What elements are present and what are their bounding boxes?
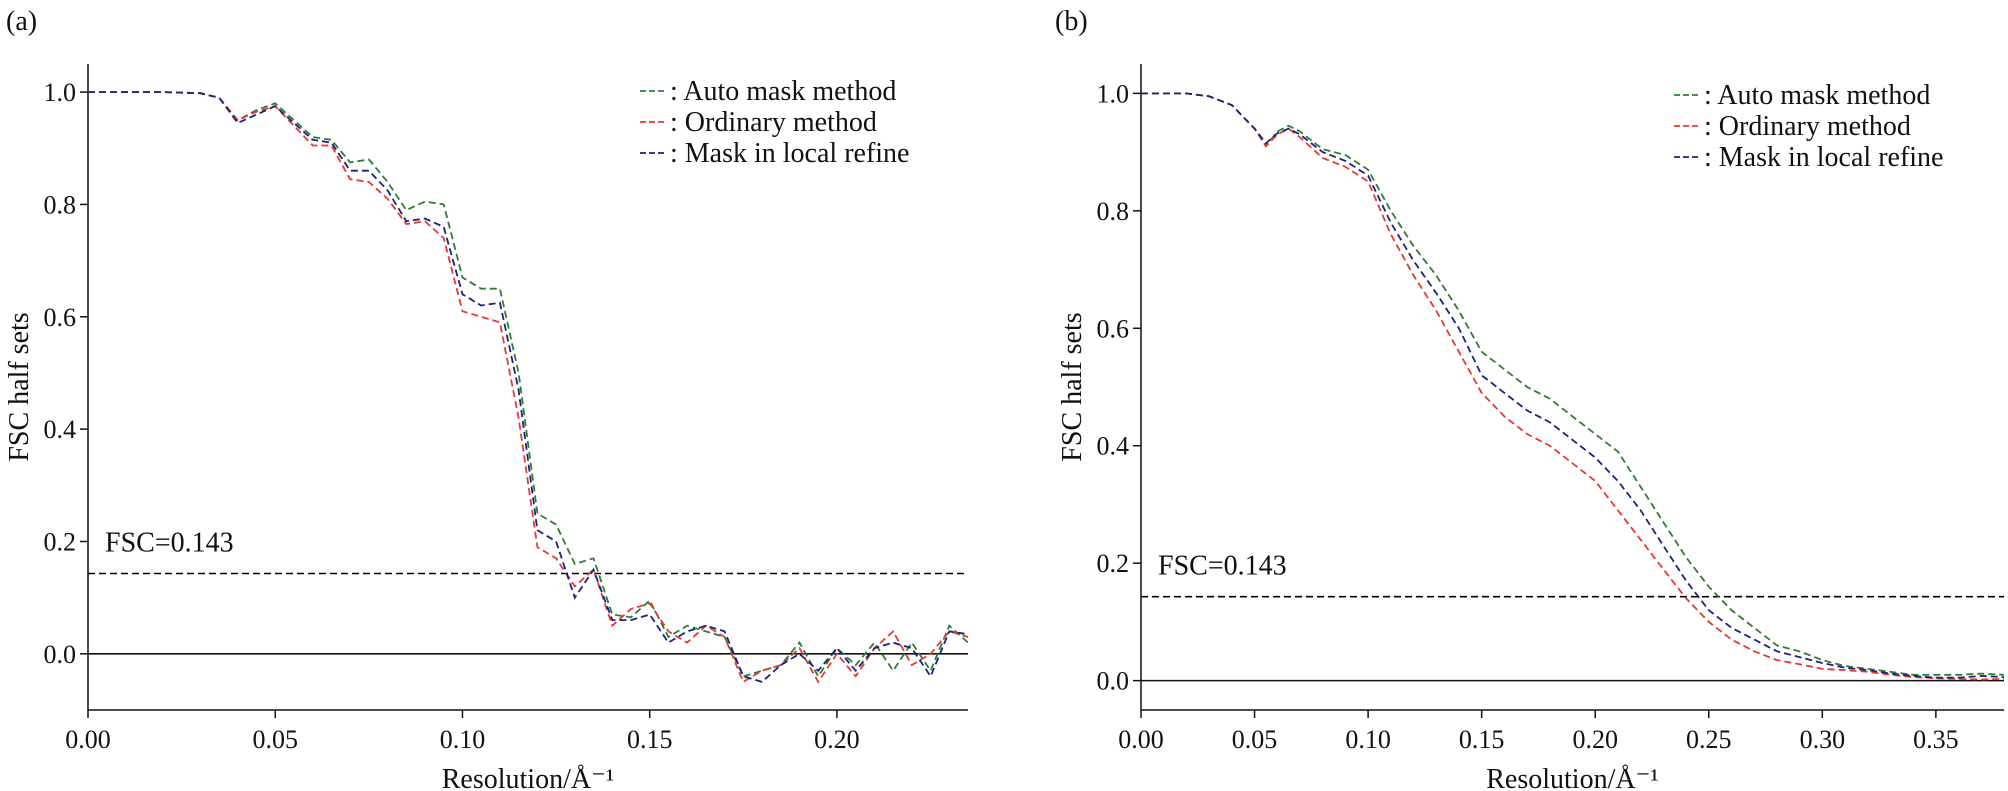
chart-panel-a: (a) 0.00 0.05 0.10 0.15 0.20 0.0 0.2 0.4 0.6 0.8 1.…	[4, 6, 969, 791]
y-tick-label: 0.0	[1097, 667, 1130, 696]
threshold-annotation: FSC=0.143	[105, 527, 234, 558]
x-tick-label: 0.15	[1459, 725, 1505, 754]
x-tick-label: 0.10	[440, 725, 486, 754]
y-tick-label: 0.4	[1097, 432, 1130, 461]
legend-label: : Mask in local refine	[1704, 142, 1943, 173]
y-tick-label: 1.0	[44, 78, 77, 107]
legend-label: : Mask in local refine	[670, 138, 909, 169]
legend-label: : Auto mask method	[670, 76, 896, 107]
x-tick-label: 0.35	[1913, 725, 1959, 754]
y-tick-label: 0.4	[44, 415, 77, 444]
x-axis-title: Resolution/Å⁻¹	[442, 764, 615, 791]
legend-label: : Auto mask method	[1704, 80, 1930, 111]
x-tick-label: 0.05	[1232, 725, 1278, 754]
series-line	[88, 91, 969, 679]
panel-label: (a)	[6, 6, 37, 37]
x-tick-label: 0.10	[1345, 725, 1391, 754]
y-tick-label: 0.2	[1097, 549, 1130, 578]
x-tick-label: 0.15	[627, 725, 673, 754]
series-line	[1141, 92, 2005, 681]
x-axis-title: Resolution/Å⁻¹	[1486, 764, 1659, 791]
y-tick-label: 0.6	[44, 303, 77, 332]
y-tick-label: 0.8	[1097, 197, 1130, 226]
x-tick-label: 0.00	[65, 725, 111, 754]
series-line	[88, 91, 969, 683]
x-tick-label: 0.20	[814, 725, 860, 754]
y-axis-title: FSC half sets	[1057, 312, 1088, 461]
y-axis-title: FSC half sets	[4, 312, 35, 461]
panel-label: (b)	[1055, 6, 1088, 37]
legend-label: : Ordinary method	[670, 107, 877, 138]
chart-panel-b: (b) 0.00 0.05 0.10 0.15 0.20 0.25 0.30 0.35 0.0 0.…	[1055, 6, 2005, 791]
legend-label: : Ordinary method	[1704, 111, 1911, 142]
x-tick-label: 0.25	[1686, 725, 1732, 754]
series-line	[88, 91, 969, 684]
x-tick-label: 0.05	[252, 725, 298, 754]
y-tick-label: 0.0	[44, 640, 77, 669]
x-tick-label: 0.20	[1572, 725, 1618, 754]
x-tick-label: 0.30	[1800, 725, 1846, 754]
x-tick-label: 0.00	[1118, 725, 1164, 754]
y-tick-label: 0.6	[1097, 314, 1130, 343]
y-tick-label: 1.0	[1097, 79, 1130, 108]
threshold-annotation: FSC=0.143	[1158, 551, 1287, 582]
y-tick-label: 0.2	[44, 527, 77, 556]
series-line	[1141, 92, 2005, 676]
y-tick-label: 0.8	[44, 190, 77, 219]
series-line	[1141, 92, 2005, 679]
